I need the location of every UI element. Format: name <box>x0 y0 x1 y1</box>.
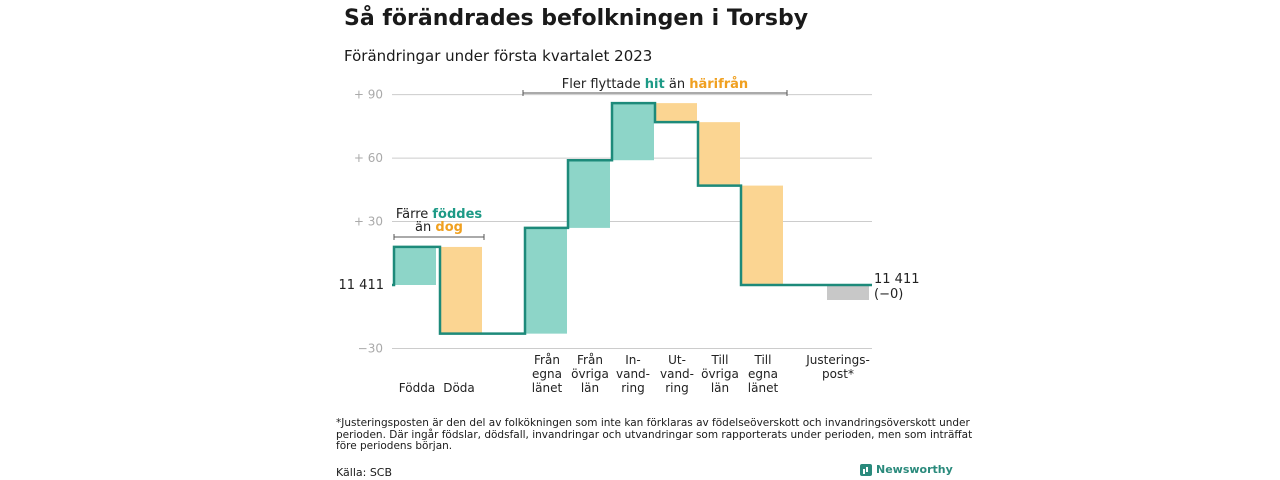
category-label: övriga <box>701 367 739 381</box>
category-label: länet <box>532 381 563 395</box>
y-tick-label: + 90 <box>354 88 383 102</box>
bar <box>741 185 783 285</box>
category-label: län <box>581 381 599 395</box>
start-value-label: 11 411 <box>339 278 385 293</box>
bar <box>612 103 654 161</box>
y-tick-label: −30 <box>358 341 383 355</box>
brand-name: Newsworthy <box>876 463 953 476</box>
grid: −30 + 30 + 60 + 90 <box>354 88 872 355</box>
chart-title: Så förändrades befolkningen i Torsby <box>344 6 809 31</box>
category-label: Till <box>711 353 729 367</box>
category-label: ring <box>665 381 689 395</box>
category-label: länet <box>748 381 779 395</box>
end-change-label: (−0) <box>874 287 903 302</box>
births-annotation-line2: än dog <box>415 220 463 235</box>
newsworthy-icon <box>860 463 872 476</box>
bar <box>698 122 740 186</box>
bar <box>827 285 869 300</box>
y-tick-label: + 30 <box>354 215 383 229</box>
category-label: Justerings- <box>805 353 870 367</box>
category-label: vand- <box>616 367 650 381</box>
category-labels: Födda DödaFrånegnalänetFrånövrigalänIn-va… <box>399 353 870 395</box>
bar <box>525 227 567 334</box>
migration-annotation: Fler flyttade hit än härifrån <box>562 77 748 92</box>
category-label: övriga <box>571 367 609 381</box>
running-total-line <box>392 101 872 335</box>
step-line <box>392 101 872 335</box>
bar <box>655 103 697 123</box>
source-label: Källa: SCB <box>336 466 393 479</box>
category-label: Från <box>577 353 603 367</box>
category-label: egna <box>532 367 562 381</box>
births-annotation-line1: Färre föddes <box>396 207 483 222</box>
brand-logo: Newsworthy <box>860 463 953 476</box>
bar <box>394 246 436 285</box>
bar <box>440 246 482 334</box>
chart-subtitle: Förändringar under första kvartalet 2023 <box>344 47 653 65</box>
bar <box>568 160 610 228</box>
bars <box>394 103 869 334</box>
category-label: län <box>711 381 729 395</box>
category-label: post* <box>822 367 854 381</box>
end-value-label: 11 411 <box>874 272 920 287</box>
y-tick-label: + 60 <box>354 151 383 165</box>
category-label: vand- <box>660 367 694 381</box>
category-label: Ut- <box>668 353 686 367</box>
category-label: Födda <box>399 381 435 395</box>
category-label: Från <box>534 353 560 367</box>
footnote: *Justeringsposten är den del av folkökni… <box>336 417 973 452</box>
category-label: ring <box>621 381 645 395</box>
category-label: egna <box>748 367 778 381</box>
waterfall-chart: −30+ 30+ 60+ 90 Födda DödaFrånegnalänetFr… <box>339 77 920 395</box>
category-label: In- <box>625 353 640 367</box>
category-label: Till <box>754 353 772 367</box>
category-label: Döda <box>443 381 475 395</box>
